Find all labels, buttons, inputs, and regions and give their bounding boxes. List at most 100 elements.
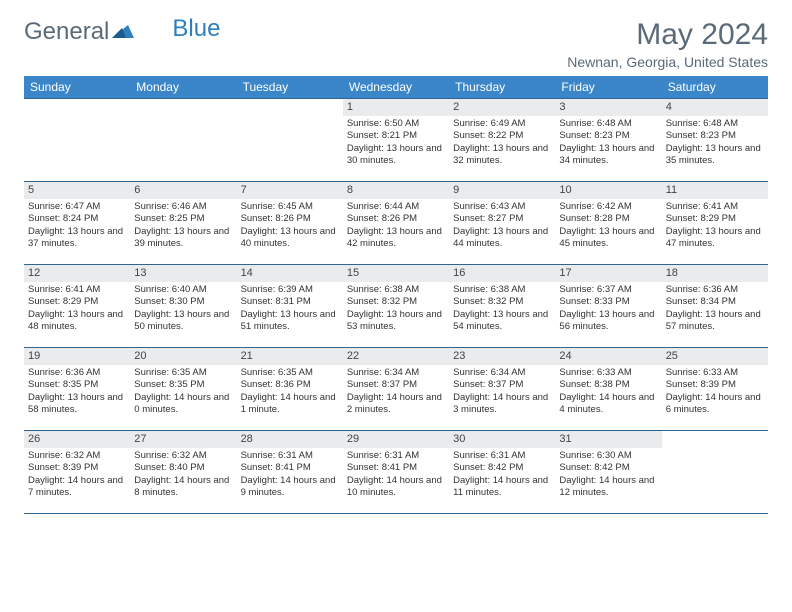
sunrise-text: Sunrise: 6:45 AM	[241, 201, 339, 213]
calendar-cell: 14Sunrise: 6:39 AMSunset: 8:31 PMDayligh…	[237, 265, 343, 347]
day-number: 20	[130, 348, 236, 365]
day-number: 19	[24, 348, 130, 365]
day-number: 18	[662, 265, 768, 282]
calendar-cell: 16Sunrise: 6:38 AMSunset: 8:32 PMDayligh…	[449, 265, 555, 347]
logo-text-general: General	[24, 18, 109, 46]
sunset-text: Sunset: 8:37 PM	[347, 379, 445, 391]
cell-body: Sunrise: 6:31 AMSunset: 8:41 PMDaylight:…	[237, 448, 343, 503]
day-number: 10	[555, 182, 661, 199]
sunrise-text: Sunrise: 6:42 AM	[559, 201, 657, 213]
sunset-text: Sunset: 8:38 PM	[559, 379, 657, 391]
day-header: Saturday	[662, 76, 768, 98]
day-number: 8	[343, 182, 449, 199]
sunrise-text: Sunrise: 6:41 AM	[28, 284, 126, 296]
day-number: 7	[237, 182, 343, 199]
day-header: Thursday	[449, 76, 555, 98]
calendar-cell	[237, 99, 343, 181]
sunset-text: Sunset: 8:29 PM	[28, 296, 126, 308]
sunset-text: Sunset: 8:26 PM	[347, 213, 445, 225]
calendar-cell: 7Sunrise: 6:45 AMSunset: 8:26 PMDaylight…	[237, 182, 343, 264]
cell-body: Sunrise: 6:49 AMSunset: 8:22 PMDaylight:…	[449, 116, 555, 171]
sunset-text: Sunset: 8:31 PM	[241, 296, 339, 308]
day-number: 28	[237, 431, 343, 448]
day-number: 23	[449, 348, 555, 365]
sunset-text: Sunset: 8:36 PM	[241, 379, 339, 391]
daylight-text: Daylight: 13 hours and 45 minutes.	[559, 226, 657, 251]
sunset-text: Sunset: 8:35 PM	[28, 379, 126, 391]
sunrise-text: Sunrise: 6:40 AM	[134, 284, 232, 296]
cell-body: Sunrise: 6:48 AMSunset: 8:23 PMDaylight:…	[555, 116, 661, 171]
location: Newnan, Georgia, United States	[567, 54, 768, 70]
cell-body: Sunrise: 6:43 AMSunset: 8:27 PMDaylight:…	[449, 199, 555, 254]
calendar-cell: 6Sunrise: 6:46 AMSunset: 8:25 PMDaylight…	[130, 182, 236, 264]
day-number: 24	[555, 348, 661, 365]
calendar-cell: 24 Sunrise: 6:33 AMSunset: 8:38 PMDayligh…	[555, 348, 661, 430]
daylight-text: Daylight: 13 hours and 58 minutes.	[28, 392, 126, 417]
sunrise-text: Sunrise: 6:48 AM	[666, 118, 764, 130]
sunrise-text: Sunrise: 6:44 AM	[347, 201, 445, 213]
day-number: 13	[130, 265, 236, 282]
cell-body: Sunrise: 6:38 AMSunset: 8:32 PMDaylight:…	[343, 282, 449, 337]
daylight-text: Daylight: 13 hours and 47 minutes.	[666, 226, 764, 251]
sunrise-text: Sunrise: 6:38 AM	[453, 284, 551, 296]
daylight-text: Daylight: 13 hours and 51 minutes.	[241, 309, 339, 334]
sunrise-text: Sunrise: 6:43 AM	[453, 201, 551, 213]
sunrise-text: Sunrise: 6:35 AM	[134, 367, 232, 379]
month-title: May 2024	[567, 18, 768, 52]
calendar-cell: 28Sunrise: 6:31 AMSunset: 8:41 PMDayligh…	[237, 431, 343, 513]
cell-body: Sunrise: 6:32 AMSunset: 8:40 PMDaylight:…	[130, 448, 236, 503]
day-number: 4	[662, 99, 768, 116]
sunset-text: Sunset: 8:32 PM	[453, 296, 551, 308]
daylight-text: Daylight: 13 hours and 57 minutes.	[666, 309, 764, 334]
sunrise-text: Sunrise: 6:32 AM	[28, 450, 126, 462]
calendar-week: 19Sunrise: 6:36 AMSunset: 8:35 PMDayligh…	[24, 347, 768, 430]
calendar-cell: 19Sunrise: 6:36 AMSunset: 8:35 PMDayligh…	[24, 348, 130, 430]
day-number	[24, 99, 130, 116]
sunrise-text: Sunrise: 6:30 AM	[559, 450, 657, 462]
sunrise-text: Sunrise: 6:39 AM	[241, 284, 339, 296]
calendar-cell	[130, 99, 236, 181]
sunrise-text: Sunrise: 6:31 AM	[347, 450, 445, 462]
sunrise-text: Sunrise: 6:41 AM	[666, 201, 764, 213]
day-number: 29	[343, 431, 449, 448]
calendar-cell: 3Sunrise: 6:48 AMSunset: 8:23 PMDaylight…	[555, 99, 661, 181]
cell-body: Sunrise: 6:32 AMSunset: 8:39 PMDaylight:…	[24, 448, 130, 503]
sunset-text: Sunset: 8:39 PM	[666, 379, 764, 391]
sunrise-text: Sunrise: 6:31 AM	[453, 450, 551, 462]
calendar-cell: 13Sunrise: 6:40 AMSunset: 8:30 PMDayligh…	[130, 265, 236, 347]
sunrise-text: Sunrise: 6:36 AM	[666, 284, 764, 296]
sunset-text: Sunset: 8:28 PM	[559, 213, 657, 225]
sunset-text: Sunset: 8:33 PM	[559, 296, 657, 308]
calendar-cell: 5Sunrise: 6:47 AMSunset: 8:24 PMDaylight…	[24, 182, 130, 264]
calendar-cell	[662, 431, 768, 513]
cell-body: Sunrise: 6:35 AMSunset: 8:35 PMDaylight:…	[130, 365, 236, 420]
sunset-text: Sunset: 8:25 PM	[134, 213, 232, 225]
sunset-text: Sunset: 8:24 PM	[28, 213, 126, 225]
daylight-text: Daylight: 14 hours and 7 minutes.	[28, 475, 126, 500]
daylight-text: Daylight: 13 hours and 30 minutes.	[347, 143, 445, 168]
daylight-text: Daylight: 14 hours and 4 minutes.	[559, 392, 657, 417]
day-number: 30	[449, 431, 555, 448]
calendar-week: 5Sunrise: 6:47 AMSunset: 8:24 PMDaylight…	[24, 181, 768, 264]
calendar-cell: 25Sunrise: 6:33 AMSunset: 8:39 PMDayligh…	[662, 348, 768, 430]
sunset-text: Sunset: 8:30 PM	[134, 296, 232, 308]
sunrise-text: Sunrise: 6:33 AM	[559, 367, 657, 379]
calendar-cell: 11Sunrise: 6:41 AMSunset: 8:29 PMDayligh…	[662, 182, 768, 264]
cell-body: Sunrise: 6:34 AMSunset: 8:37 PMDaylight:…	[343, 365, 449, 420]
calendar-cell: 20Sunrise: 6:35 AMSunset: 8:35 PMDayligh…	[130, 348, 236, 430]
cell-body: Sunrise: 6:41 AMSunset: 8:29 PMDaylight:…	[662, 199, 768, 254]
daylight-text: Daylight: 14 hours and 2 minutes.	[347, 392, 445, 417]
daylight-text: Daylight: 14 hours and 8 minutes.	[134, 475, 232, 500]
sunrise-text: Sunrise: 6:49 AM	[453, 118, 551, 130]
day-number: 22	[343, 348, 449, 365]
calendar-cell: 18Sunrise: 6:36 AMSunset: 8:34 PMDayligh…	[662, 265, 768, 347]
calendar-cell: 23Sunrise: 6:34 AMSunset: 8:37 PMDayligh…	[449, 348, 555, 430]
sunset-text: Sunset: 8:29 PM	[666, 213, 764, 225]
cell-body: Sunrise: 6:50 AMSunset: 8:21 PMDaylight:…	[343, 116, 449, 171]
day-number: 3	[555, 99, 661, 116]
sunrise-text: Sunrise: 6:48 AM	[559, 118, 657, 130]
title-block: May 2024 Newnan, Georgia, United States	[567, 18, 768, 70]
cell-body: Sunrise: 6:46 AMSunset: 8:25 PMDaylight:…	[130, 199, 236, 254]
day-number: 16	[449, 265, 555, 282]
cell-body: Sunrise: 6:33 AMSunset: 8:39 PMDaylight:…	[662, 365, 768, 420]
